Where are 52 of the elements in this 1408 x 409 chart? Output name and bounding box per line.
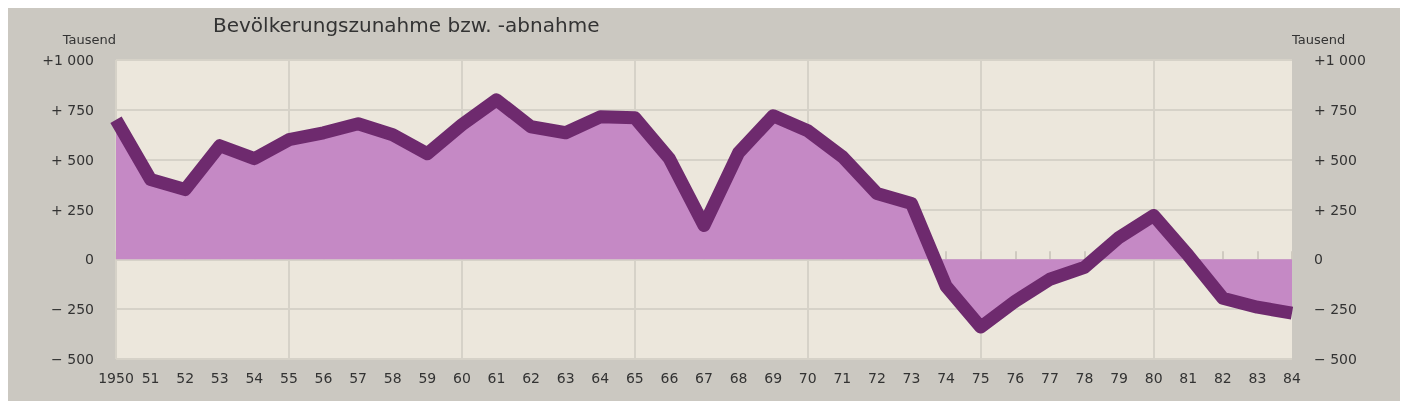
x-tick-label: 58 — [383, 370, 402, 386]
x-tick-label: 80 — [1144, 370, 1163, 386]
x-tick-label: 76 — [1006, 370, 1025, 386]
x-tick-label: 77 — [1040, 370, 1059, 386]
x-tick-label: 64 — [591, 370, 610, 386]
x-tick-label: 59 — [418, 370, 437, 386]
x-tick-label: 68 — [729, 370, 748, 386]
y2-tick-label: + 250 — [1314, 201, 1357, 218]
y-tick-label: + 750 — [51, 101, 94, 118]
x-tick-label: 74 — [937, 370, 956, 386]
y2-axis-title: Tausend — [1291, 32, 1346, 47]
x-tick-label: 54 — [245, 370, 264, 386]
x-tick-label: 83 — [1248, 370, 1267, 386]
x-tick-label: 78 — [1075, 370, 1094, 386]
x-tick-label: 81 — [1179, 370, 1198, 386]
x-tick-label: 82 — [1213, 370, 1232, 386]
y2-tick-label: − 500 — [1314, 351, 1357, 367]
y-tick-label: + 500 — [51, 151, 94, 168]
x-tick-label: 62 — [522, 370, 540, 386]
x-tick-label: 60 — [452, 370, 471, 386]
x-tick-label: 67 — [695, 370, 713, 386]
x-tick-label: 75 — [971, 370, 990, 386]
x-tick-label: 51 — [141, 370, 160, 386]
x-tick-label: 73 — [902, 370, 921, 386]
x-tick-label: 61 — [487, 370, 506, 386]
x-tick-label: 53 — [210, 370, 229, 386]
y-tick-label: − 500 — [51, 351, 94, 367]
y-tick-label: +1 000 — [42, 52, 94, 68]
x-tick-label: 72 — [868, 370, 886, 386]
y2-tick-label: 0 — [1314, 251, 1323, 268]
x-tick-label: 56 — [314, 370, 333, 386]
y-tick-label: + 250 — [51, 201, 94, 218]
x-tick-label: 69 — [764, 370, 783, 386]
y2-tick-label: + 750 — [1314, 101, 1357, 118]
y-tick-label: 0 — [85, 251, 94, 268]
x-tick-label: 1950 — [98, 370, 134, 386]
y-tick-label: − 250 — [51, 301, 94, 318]
y2-tick-label: + 500 — [1314, 151, 1357, 168]
x-tick-label: 65 — [625, 370, 644, 386]
y2-tick-label: − 250 — [1314, 301, 1357, 318]
y-axis-title: Tausend — [61, 32, 116, 47]
x-tick-label: 79 — [1110, 370, 1128, 386]
x-tick-label: 70 — [798, 370, 817, 386]
x-tick-label: 66 — [660, 370, 679, 386]
x-tick-label: 63 — [556, 370, 575, 386]
y2-tick-label: +1 000 — [1314, 52, 1366, 68]
x-tick-label: 52 — [176, 370, 195, 386]
x-tick-label: 57 — [349, 370, 368, 386]
x-tick-label: 84 — [1283, 370, 1301, 386]
x-tick-label: 55 — [280, 370, 298, 386]
x-tick-label: 71 — [833, 370, 852, 386]
chart-title: Bevölkerungszunahme bzw. -abnahme — [213, 13, 600, 37]
